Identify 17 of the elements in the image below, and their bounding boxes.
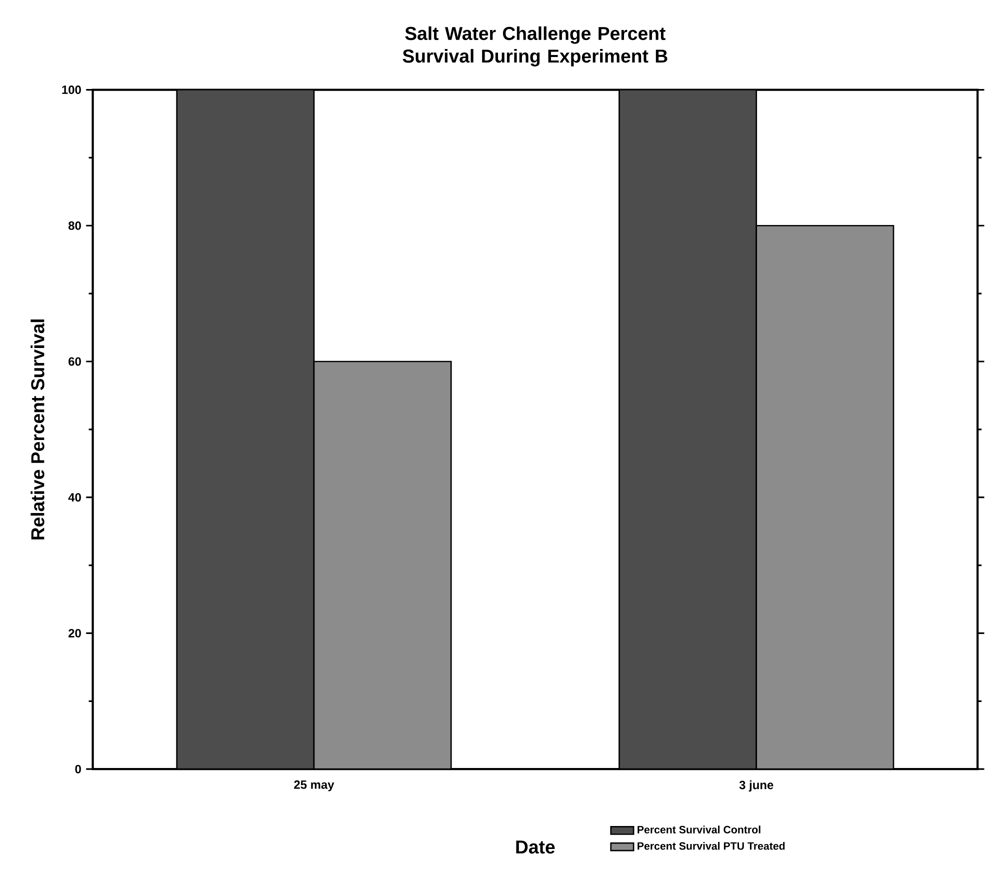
x-tick-label: 3 june xyxy=(739,780,774,792)
y-tick-label: 40 xyxy=(68,493,81,502)
bar xyxy=(618,90,758,770)
legend-label: Percent Survival PTU Treated xyxy=(638,842,785,850)
bar xyxy=(756,225,894,770)
x-axis-title: Date xyxy=(516,840,555,854)
y-tick-label: 20 xyxy=(68,629,81,638)
y-tick-label: 100 xyxy=(62,86,81,94)
y-tick-label: 0 xyxy=(75,764,81,774)
legend-label: Percent Survival Control xyxy=(638,826,760,834)
bar xyxy=(313,360,452,770)
y-tick-label: 80 xyxy=(68,221,81,230)
x-tick-label: 25 may xyxy=(294,780,334,792)
chart-title: Salt Water Challenge Percent Survival During Experiment B xyxy=(402,26,668,67)
y-axis-title: Relative Percent Survival xyxy=(30,320,44,540)
bar xyxy=(176,90,315,770)
y-tick-label: 60 xyxy=(68,357,81,366)
